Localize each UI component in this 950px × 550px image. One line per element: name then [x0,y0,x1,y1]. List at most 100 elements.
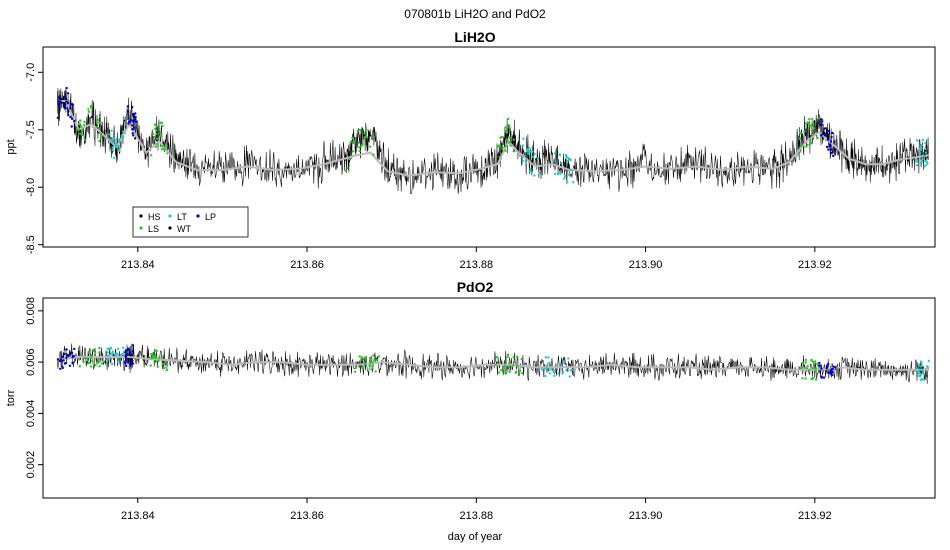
sample-point [505,372,508,375]
sample-point [349,141,352,144]
sample-point [820,376,823,379]
sample-point [373,358,376,362]
sample-point [805,122,808,125]
sample-point [368,364,371,367]
sample-point [540,368,544,371]
sample-point [83,357,86,360]
sample-point [363,132,366,135]
sample-point [918,368,922,371]
sample-point [89,365,93,368]
sample-point [504,149,507,152]
sample-point [494,363,497,366]
sample-point [154,145,158,148]
sample-point [514,371,517,375]
sample-point [834,148,837,151]
sample-point [98,121,101,125]
sample-markers-lih2o-1 [77,104,103,143]
sample-point [811,133,814,137]
sample-point [129,363,132,366]
sample-point [813,127,816,130]
sample-markers-pdo2-9 [818,361,837,379]
sample-point [154,127,157,130]
sample-point [354,366,358,369]
sample-point [165,368,169,372]
sample-point [828,143,832,146]
sample-point [830,151,833,155]
sample-point [530,171,534,174]
sample-point [558,172,562,175]
sample-point [545,367,548,370]
sample-point [811,377,814,380]
sample-point [823,134,827,137]
sample-markers-lih2o-2 [108,117,126,160]
legend-label-hs: HS [148,212,161,222]
sample-point [155,360,159,363]
sample-point [369,361,372,364]
sample-point [567,357,570,360]
sample-point [926,366,930,369]
sample-point [90,104,93,108]
sample-point [56,358,60,361]
sample-point [497,145,500,148]
sample-point [82,360,85,364]
sample-point [516,364,519,368]
sample-point [562,360,566,363]
sample-markers-pdo2-3 [124,344,135,368]
sample-point [566,180,569,184]
sample-point [100,134,103,138]
legend: HS LS LT WT LP [132,206,249,238]
sample-point [825,364,829,368]
sample-point [66,92,70,95]
sample-point [505,126,508,129]
sample-point [100,362,104,365]
sample-point [918,152,922,155]
sample-point [69,107,72,110]
sample-point [827,129,831,133]
sample-point [57,104,61,108]
sample-point [832,365,835,368]
sample-point [814,369,817,372]
sample-point [81,129,84,132]
sample-point [122,130,125,133]
sample-point [78,348,81,351]
sample-point [66,102,70,105]
sample-point [570,368,573,372]
sample-point [156,142,159,146]
axes-pdo2: 213.84 213.86 213.88 213.90 213.92 0.002 0.004… [25,297,832,522]
sample-point [61,355,65,359]
sample-point [920,159,923,163]
sample-point [920,147,923,150]
sample-point [924,142,927,145]
sample-point [826,138,830,141]
sample-point [163,146,166,149]
sample-point [71,103,74,106]
sample-point [127,361,130,364]
sample-point [95,125,99,129]
sample-point [63,106,66,109]
sample-point [57,99,60,103]
legend-box [132,206,249,238]
sample-point [799,144,803,148]
sample-point [825,366,828,370]
sample-point [124,351,127,354]
sample-point [810,358,813,362]
sample-markers-lih2o-7 [521,137,541,177]
sample-point [520,372,524,375]
sample-point [560,363,563,366]
sample-point [557,372,560,375]
x-tick-label-pdo2-2: 213.88 [459,510,493,522]
sample-point [817,117,821,120]
sample-point [59,100,62,103]
sample-point [819,134,823,137]
sample-point [353,370,357,373]
sample-point [126,110,129,113]
sample-point [548,361,551,365]
legend-marker-lt [168,214,172,218]
sample-point [512,356,515,359]
x-tick-label-lih2o-1: 213.86 [290,259,324,271]
sample-point [923,165,926,168]
sample-point [527,146,531,150]
sample-point [62,359,65,362]
sample-point [805,145,808,148]
sample-point [816,136,819,139]
